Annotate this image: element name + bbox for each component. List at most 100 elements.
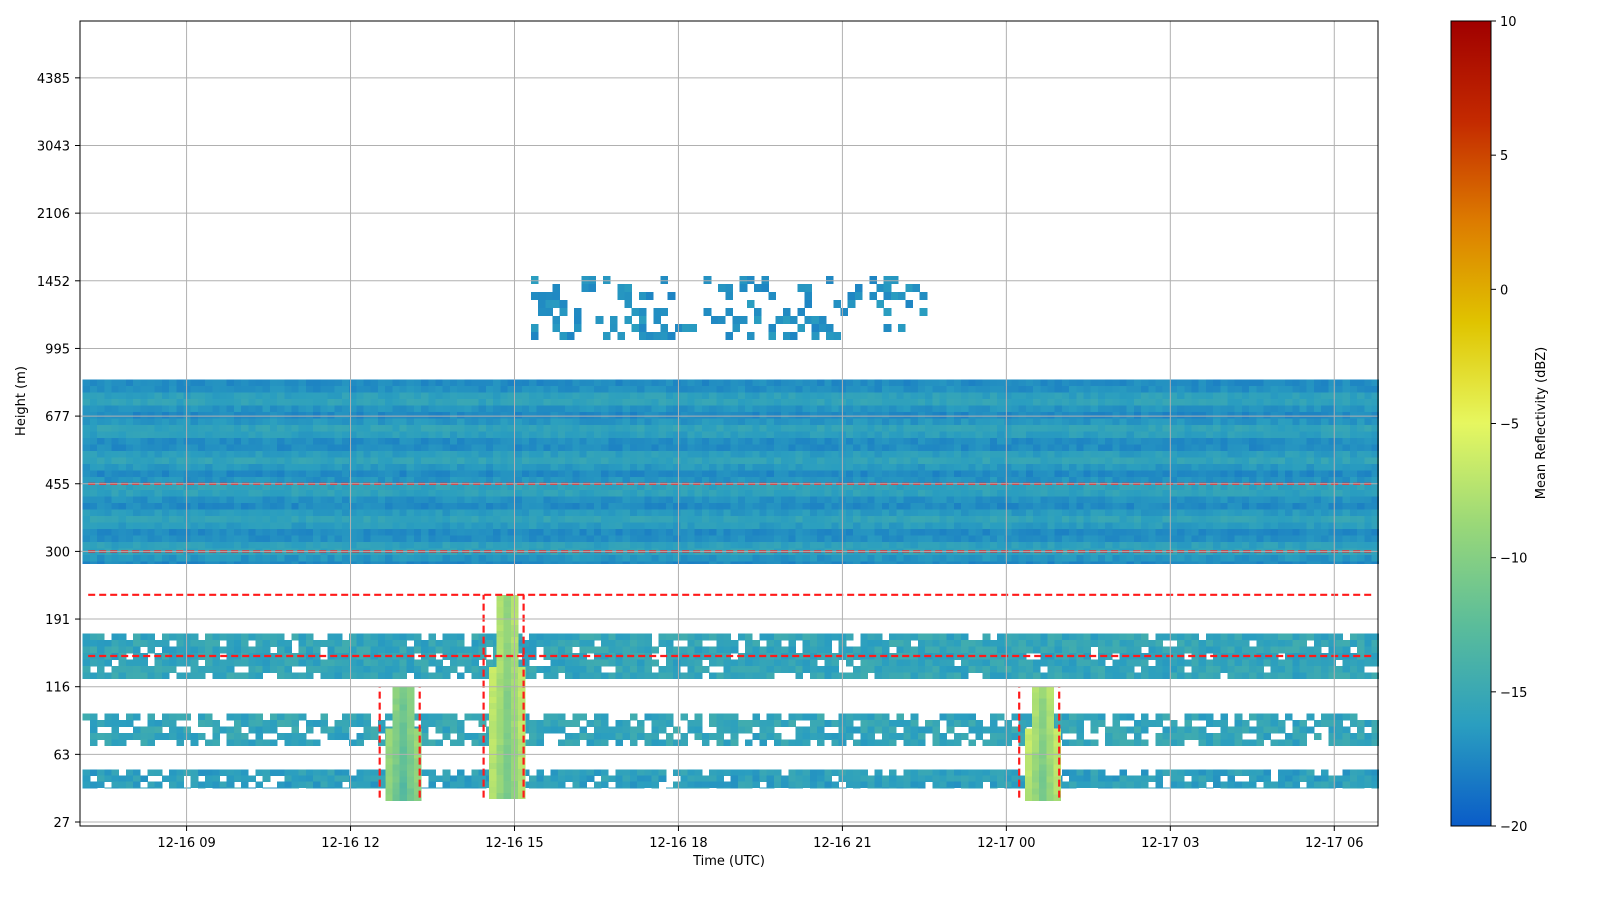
heatmap-cell xyxy=(154,489,163,497)
heatmap-cell xyxy=(989,463,998,471)
heatmap-cell xyxy=(759,431,768,439)
heatmap-cell xyxy=(377,450,386,458)
heatmap-cell xyxy=(615,463,624,471)
heatmap-cell xyxy=(320,379,328,387)
heatmap-cell xyxy=(205,398,213,406)
heatmap-cell xyxy=(471,528,480,536)
heatmap-cell xyxy=(1133,535,1142,543)
heatmap-cell xyxy=(435,528,444,536)
heatmap-cell xyxy=(493,470,501,478)
heatmap-cell xyxy=(946,535,955,543)
heatmap-cell xyxy=(392,522,400,530)
heatmap-cell xyxy=(269,463,278,471)
heatmap-cell xyxy=(1112,476,1120,484)
heatmap-cell xyxy=(1342,418,1351,426)
heatmap-cell xyxy=(349,379,357,387)
heatmap-cell xyxy=(759,535,768,543)
heatmap-cell xyxy=(1184,431,1192,439)
heatmap-cell xyxy=(889,457,897,465)
heatmap-cell xyxy=(1126,489,1135,497)
heatmap-cell xyxy=(1162,509,1171,517)
heatmap-cell xyxy=(817,463,825,471)
heatmap-cell xyxy=(1342,444,1351,452)
heatmap-cell xyxy=(507,405,516,413)
heatmap-cell xyxy=(1076,463,1084,471)
heatmap-cell xyxy=(579,470,588,478)
heatmap-cell xyxy=(140,496,148,504)
heatmap-cell xyxy=(529,385,537,393)
heatmap-cell xyxy=(1141,470,1149,478)
heatmap-cell xyxy=(1112,535,1120,543)
heatmap-cell xyxy=(1270,379,1279,387)
heatmap-cell xyxy=(1371,483,1380,491)
heatmap-cell xyxy=(97,489,105,497)
heatmap-cell xyxy=(399,483,408,491)
heatmap-cell xyxy=(867,431,876,439)
heatmap-cell xyxy=(89,535,98,543)
heatmap-cell xyxy=(1119,457,1128,465)
heatmap-cell xyxy=(867,470,876,478)
heatmap-cell xyxy=(1097,431,1106,439)
heatmap-cell xyxy=(601,541,609,549)
heatmap-cell xyxy=(1090,444,1099,452)
heatmap-cell xyxy=(97,515,105,523)
heatmap-cell xyxy=(1126,424,1135,432)
heatmap-cell xyxy=(1004,541,1012,549)
heatmap-cell xyxy=(572,457,580,465)
heatmap-cell xyxy=(255,411,264,419)
heatmap-cell xyxy=(1119,496,1128,504)
heatmap-cell xyxy=(471,450,480,458)
heatmap-cell xyxy=(1256,528,1264,536)
heatmap-cell xyxy=(997,392,1005,400)
heatmap-cell xyxy=(1335,424,1344,432)
heatmap-cell xyxy=(723,424,732,432)
heatmap-cell xyxy=(1011,509,1020,517)
heatmap-cell xyxy=(1162,483,1171,491)
heatmap-cell xyxy=(147,431,156,439)
heatmap-cell xyxy=(565,398,573,406)
heatmap-cell xyxy=(831,476,840,484)
heatmap-cell xyxy=(291,457,300,465)
heatmap-cell xyxy=(1076,515,1084,523)
heatmap-cell xyxy=(1292,509,1300,517)
heatmap-cell xyxy=(730,457,739,465)
heatmap-cell xyxy=(716,463,724,471)
heatmap-cell xyxy=(169,450,177,458)
heatmap-cell xyxy=(1299,489,1308,497)
heatmap-cell xyxy=(442,541,451,549)
heatmap-cell xyxy=(190,541,199,549)
heatmap-cell xyxy=(1004,528,1012,536)
heatmap-cell xyxy=(1270,496,1279,504)
heatmap-cell xyxy=(845,405,854,413)
heatmap-cell xyxy=(1177,470,1185,478)
heatmap-cell xyxy=(1270,385,1279,393)
heatmap-cell xyxy=(442,398,451,406)
heatmap-cell xyxy=(104,450,112,458)
heatmap-cell xyxy=(363,535,372,543)
heatmap-cell xyxy=(478,476,487,484)
heatmap-cell xyxy=(485,476,494,484)
heatmap-cell xyxy=(1285,418,1293,426)
heatmap-cell xyxy=(1335,392,1344,400)
heatmap-cell xyxy=(709,535,717,543)
heatmap-cell xyxy=(1148,541,1156,549)
heatmap-cell xyxy=(1277,483,1286,491)
heatmap-cell xyxy=(853,496,861,504)
heatmap-cell xyxy=(219,509,228,517)
heatmap-cell xyxy=(1249,450,1257,458)
heatmap-cell xyxy=(125,535,134,543)
heatmap-cell xyxy=(125,528,134,536)
heatmap-cell xyxy=(1306,450,1315,458)
heatmap-cell xyxy=(327,457,336,465)
heatmap-cell xyxy=(1025,405,1034,413)
heatmap-cell xyxy=(953,522,962,530)
heatmap-cell xyxy=(903,411,912,419)
heatmap-cell xyxy=(284,431,292,439)
heatmap-cell xyxy=(1277,457,1286,465)
heatmap-cell xyxy=(975,379,984,387)
heatmap-cell xyxy=(802,554,811,562)
heatmap-cell xyxy=(500,437,508,445)
heatmap-cell xyxy=(111,502,120,510)
heatmap-cell xyxy=(471,385,480,393)
heatmap-cell xyxy=(781,457,789,465)
